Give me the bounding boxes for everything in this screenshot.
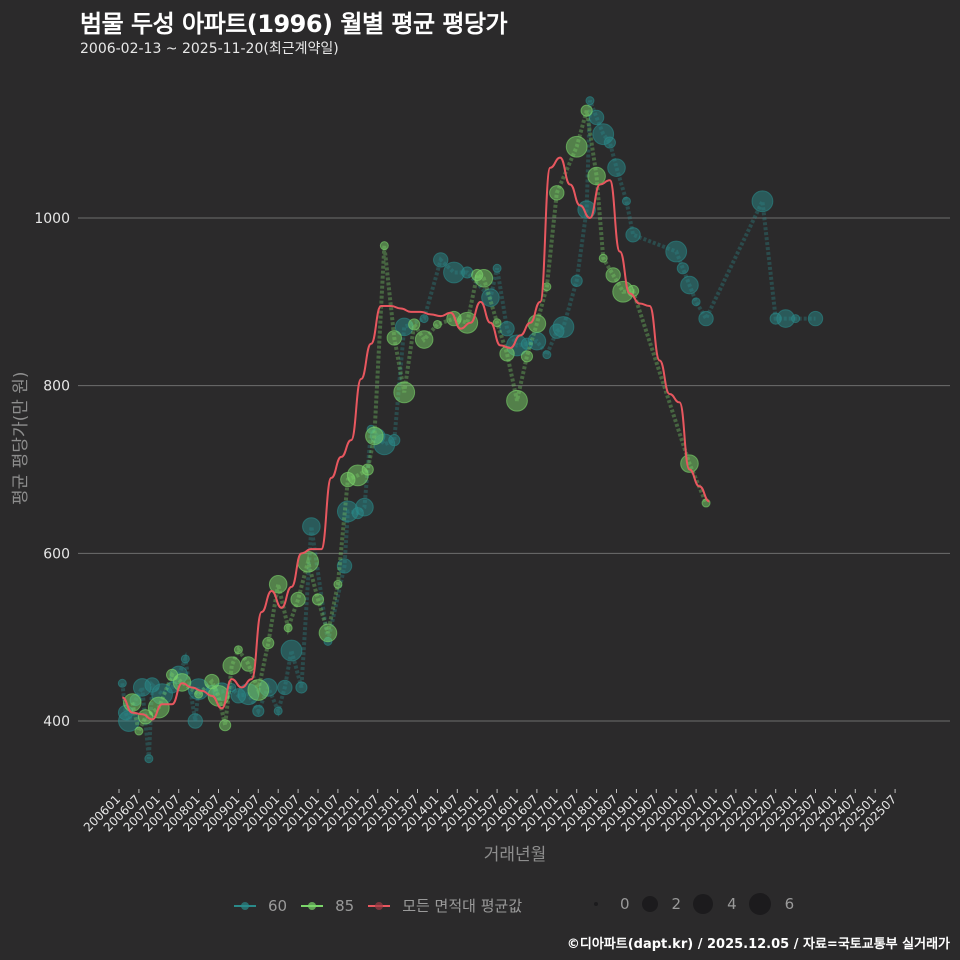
size-dot-icon (641, 896, 658, 912)
size-dot-icon (748, 893, 771, 915)
size-legend-item: 0 (588, 895, 630, 913)
gridlines (78, 217, 950, 722)
y-axis-ticks: 400 600 800 1000 (34, 211, 70, 730)
y-axis-label: 평균 평당가(만 원) (11, 371, 31, 505)
source-caption: ©디아파트(dapt.kr) / 2025.12.05 / 자료=국토교통부 실… (566, 937, 950, 952)
legend-swatch-green-icon (301, 900, 324, 912)
svg-text:1000: 1000 (34, 211, 70, 227)
series-legend: 60 85 모든 면적대 평균값 (234, 895, 536, 916)
svg-text:800: 800 (43, 379, 70, 395)
legend-item-85: 85 (301, 897, 354, 915)
legend-label: 85 (335, 896, 355, 915)
svg-text:400: 400 (43, 714, 70, 730)
size-dot-icon (594, 902, 598, 906)
legend-item-average: 모든 면적대 평균값 (368, 895, 522, 916)
size-legend-item: 2 (641, 895, 681, 913)
chart-subtitle: 2006-02-13 ~ 2025-11-20(최근계약일) (80, 41, 339, 57)
size-dot-icon (693, 894, 714, 914)
size-legend-item: 6 (748, 893, 794, 915)
legend-swatch-teal-icon (234, 900, 256, 912)
size-legend: 0 2 4 6 (588, 893, 806, 915)
x-axis-ticks: 2006012006072007012007072008012008072009… (81, 789, 899, 835)
legend-swatch-red-icon (368, 900, 391, 912)
legend-label: 모든 면적대 평균값 (402, 897, 523, 915)
size-legend-item: 4 (693, 894, 737, 914)
data-series (117, 96, 824, 764)
x-axis-label: 거래년월 (483, 845, 547, 865)
svg-text:600: 600 (43, 546, 70, 562)
legend-item-60: 60 (234, 897, 287, 915)
chart-title: 범물 두성 아파트(1996) 월별 평균 평당가 (80, 10, 508, 38)
legend-label: 60 (268, 896, 288, 915)
